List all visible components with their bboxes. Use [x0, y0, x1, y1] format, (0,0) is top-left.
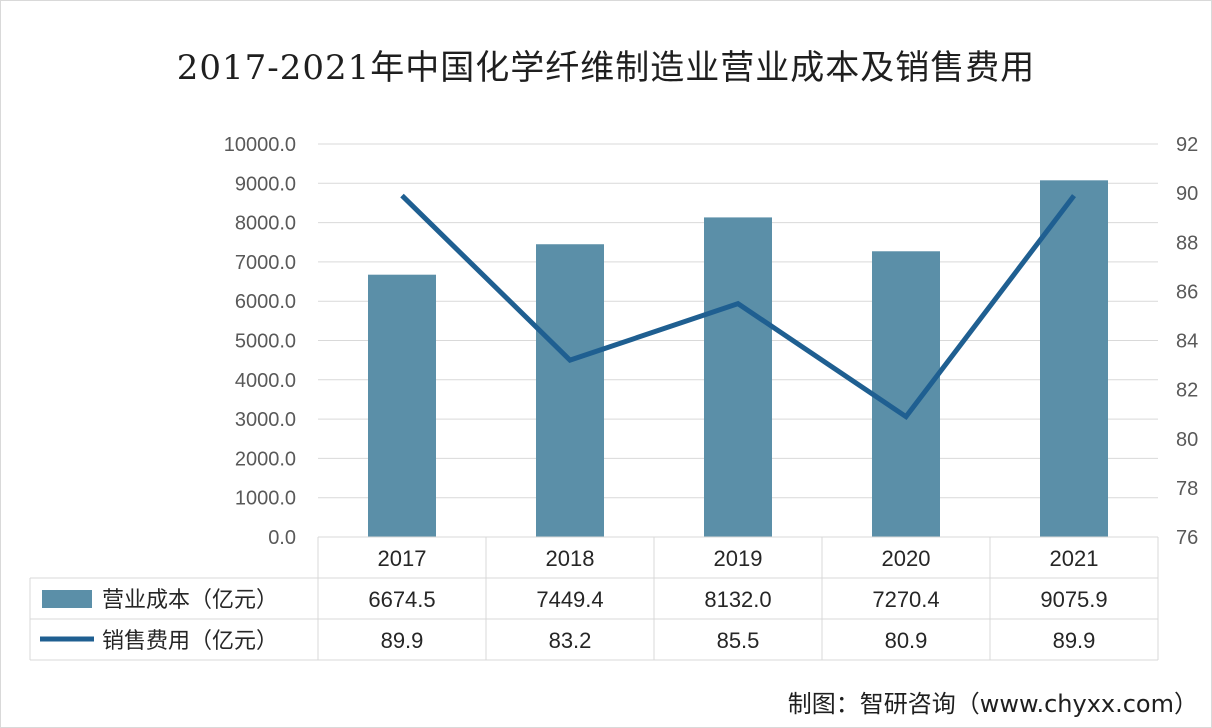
left-tick-label: 4000.0 — [235, 370, 296, 392]
left-tick-label: 10000.0 — [224, 134, 296, 156]
left-tick-label: 9000.0 — [235, 173, 296, 195]
bar — [1040, 180, 1108, 537]
bar-value-label: 8132.0 — [704, 587, 771, 612]
left-tick-label: 2000.0 — [235, 448, 296, 470]
right-tick-label: 82 — [1176, 380, 1198, 402]
right-tick-label: 88 — [1176, 232, 1198, 254]
line-value-label: 80.9 — [885, 628, 928, 653]
line-value-label: 89.9 — [1053, 628, 1096, 653]
chart-title: 2017-2021年中国化学纤维制造业营业成本及销售费用 — [176, 48, 1036, 88]
category-label: 2019 — [714, 546, 763, 571]
source-note: 制图：智研咨询（www.chyxx.com） — [787, 690, 1198, 718]
right-tick-label: 86 — [1176, 281, 1198, 303]
right-tick-label: 84 — [1176, 331, 1198, 353]
left-tick-label: 0.0 — [268, 527, 296, 549]
right-tick-label: 90 — [1176, 183, 1198, 205]
bar-value-label: 6674.5 — [368, 587, 435, 612]
category-label: 2018 — [546, 546, 595, 571]
legend-line-label: 销售费用（亿元） — [102, 629, 278, 654]
left-tick-label: 6000.0 — [235, 291, 296, 313]
line-value-label: 85.5 — [717, 628, 760, 653]
category-label: 2020 — [882, 546, 931, 571]
category-label: 2017 — [378, 546, 427, 571]
legend-bar-swatch — [42, 590, 92, 608]
category-label: 2021 — [1050, 546, 1099, 571]
left-tick-label: 3000.0 — [235, 409, 296, 431]
bar — [704, 217, 772, 537]
right-tick-label: 92 — [1176, 134, 1198, 156]
line-series — [400, 193, 1076, 421]
right-tick-label: 76 — [1176, 527, 1198, 549]
right-tick-label: 78 — [1176, 478, 1198, 500]
right-tick-label: 80 — [1176, 429, 1198, 451]
line-value-label: 83.2 — [549, 628, 592, 653]
bar-value-label: 7270.4 — [872, 587, 939, 612]
bar — [536, 244, 604, 537]
bar — [872, 251, 940, 537]
legend-bar-label: 营业成本（亿元） — [102, 588, 278, 613]
line-value-label: 89.9 — [381, 628, 424, 653]
bar-value-label: 9075.9 — [1040, 587, 1107, 612]
bar — [368, 274, 436, 537]
left-tick-label: 1000.0 — [235, 488, 296, 510]
left-tick-label: 8000.0 — [235, 213, 296, 235]
bar-value-label: 7449.4 — [536, 587, 603, 612]
left-tick-label: 7000.0 — [235, 252, 296, 274]
left-tick-label: 5000.0 — [235, 331, 296, 353]
